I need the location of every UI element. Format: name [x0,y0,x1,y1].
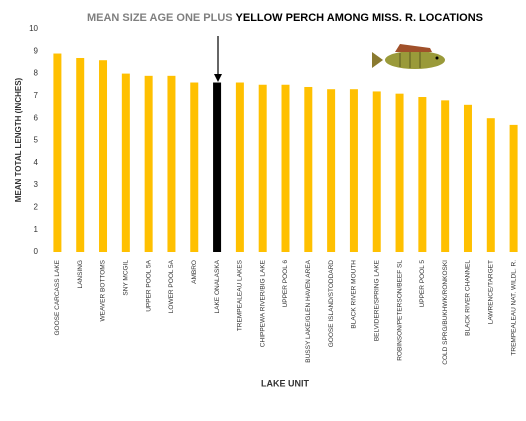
bar [441,100,450,252]
y-tick-label: 2 [34,203,39,212]
y-tick-label: 0 [34,247,39,256]
bar [76,57,85,252]
y-tick-label: 10 [29,24,38,33]
x-tick-label: SNY MCGIL [123,260,130,296]
x-tick-label: COLD SPRG/BUKHWK/RONKOSKI [442,260,449,365]
annotation-arrow [214,36,222,82]
chart-title: MEAN SIZE AGE ONE PLUS YELLOW PERCH AMON… [87,12,483,24]
x-tick-label: BLACK RIVER CHANNEL [465,260,472,336]
x-tick-label: WEAVER BOTTOMS [100,259,107,321]
y-tick-label: 7 [34,91,39,100]
bar [235,82,244,253]
bar [99,60,108,252]
bar [213,82,222,253]
y-tick-label: 3 [34,180,39,189]
bar [418,97,427,252]
x-tick-label: AMBRO [191,260,198,284]
bar [349,89,358,253]
x-tick-label: LOWER POOL 5A [168,259,175,313]
x-tick-label: GOOSE ISLAND/STODDARD [328,260,335,348]
x-tick-label: LAKE ONALASKA [214,259,221,313]
x-axis-label: LAKE UNIT [261,378,309,388]
bar [190,82,199,253]
bar [463,104,472,252]
x-tick-label: TREMPEALEAU NAT. WILDL. R. [510,260,517,356]
x-tick-label: UPPER POOL 5 [419,260,426,308]
bar [372,91,381,252]
bar [304,86,313,252]
y-tick-label: 8 [34,69,39,78]
bar [144,75,153,252]
y-tick-label: 4 [34,158,39,167]
x-tick-label: CHIPPEWA RIVER/BIG LAKE [259,259,266,347]
x-tick-label: LAWRENCE/TARGET [488,260,495,324]
y-tick-label: 1 [34,225,39,234]
bar [486,118,495,252]
y-tick-label: 9 [34,46,39,55]
fish-image [372,44,445,69]
bar [167,75,176,252]
x-tick-label: UPPER POOL 5A [145,259,152,311]
bar [509,124,518,252]
bar [121,73,130,252]
bar [327,89,336,253]
x-tick-label: BELVIDERE/SPRING LAKE [373,259,380,341]
x-tick-label: BUSSY LAKE/GLEN HAVEN AREA [305,259,312,362]
title-part: YELLOW PERCH AMONG MISS. R. LOCATIONS [236,12,484,24]
y-tick-label: 6 [34,113,39,122]
bar [395,93,404,252]
bar [53,53,62,252]
bar [281,84,290,252]
x-tick-label: LANSING [77,260,84,289]
y-axis-label: MEAN TOTAL LENGTH (INCHES) [14,77,23,202]
title-part: MEAN SIZE AGE ONE PLUS [87,12,233,24]
x-tick-label: GOOSE CARCASS LAKE [54,259,61,335]
y-tick-label: 5 [34,136,39,145]
x-tick-label: ROBINSON/PETERSON/BEEF SL [396,260,403,361]
x-tick-label: TREMPEALEAU LAKES [237,259,244,331]
x-tick-label: BLACK RIVER MOUTH [351,260,358,329]
bar [258,84,267,252]
x-tick-label: UPPER POOL 6 [282,260,289,308]
